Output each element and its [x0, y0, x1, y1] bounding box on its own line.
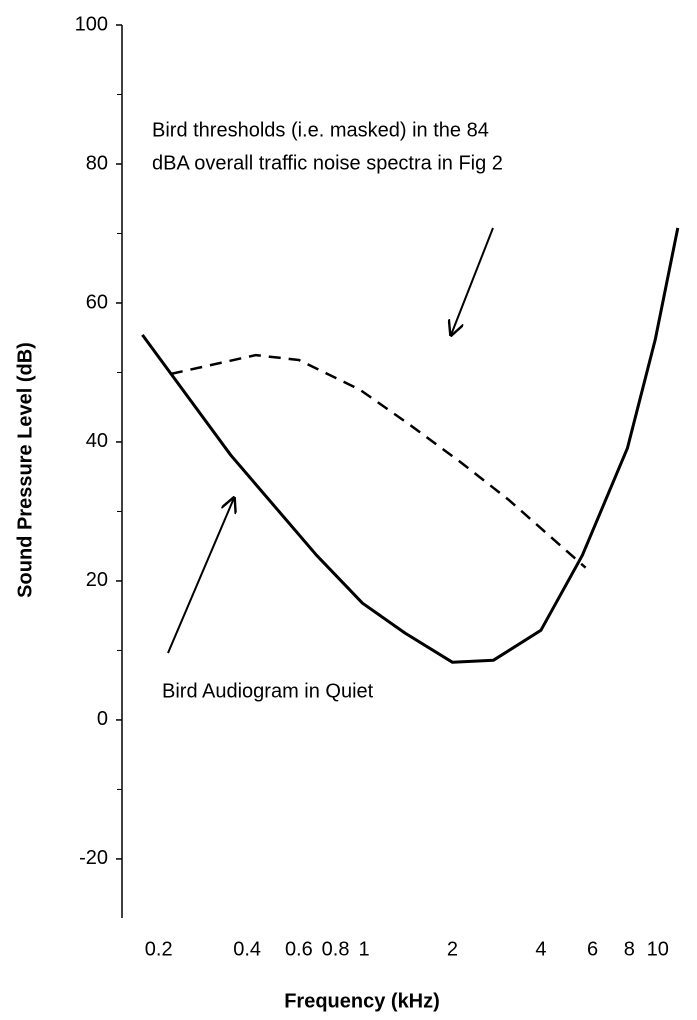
y-axis-title: Sound Pressure Level (dB) — [14, 342, 36, 598]
x-tick-label: 0.4 — [233, 938, 261, 960]
y-tick-label: 0 — [97, 708, 108, 730]
x-tick-label: 4 — [535, 938, 546, 960]
x-axis-title: Frequency (kHz) — [284, 990, 440, 1012]
y-tick-label: -20 — [79, 847, 108, 869]
y-tick-label: 20 — [86, 569, 108, 591]
x-tick-label: 10 — [647, 938, 669, 960]
y-tick-label: 80 — [86, 152, 108, 174]
y-tick-label: 60 — [86, 291, 108, 313]
x-tick-label: 0.2 — [145, 938, 173, 960]
x-tick-label: 0.8 — [322, 938, 350, 960]
y-tick-label: 100 — [75, 13, 108, 35]
annotation: Bird Audiogram in Quiet — [162, 680, 374, 702]
annotation: dBA overall traffic noise spectra in Fig… — [152, 152, 503, 174]
y-tick-label: 40 — [86, 430, 108, 452]
x-tick-label: 0.6 — [285, 938, 313, 960]
x-tick-label: 8 — [624, 938, 635, 960]
line-series — [141, 227, 680, 664]
x-tick-label: 6 — [587, 938, 598, 960]
x-tick-label: 1 — [358, 938, 369, 960]
arrow — [167, 498, 234, 654]
annotation: Bird thresholds (i.e. masked) in the 84 — [152, 119, 489, 141]
arrow — [451, 227, 494, 335]
x-tick-label: 2 — [447, 938, 458, 960]
line-series — [170, 353, 587, 569]
